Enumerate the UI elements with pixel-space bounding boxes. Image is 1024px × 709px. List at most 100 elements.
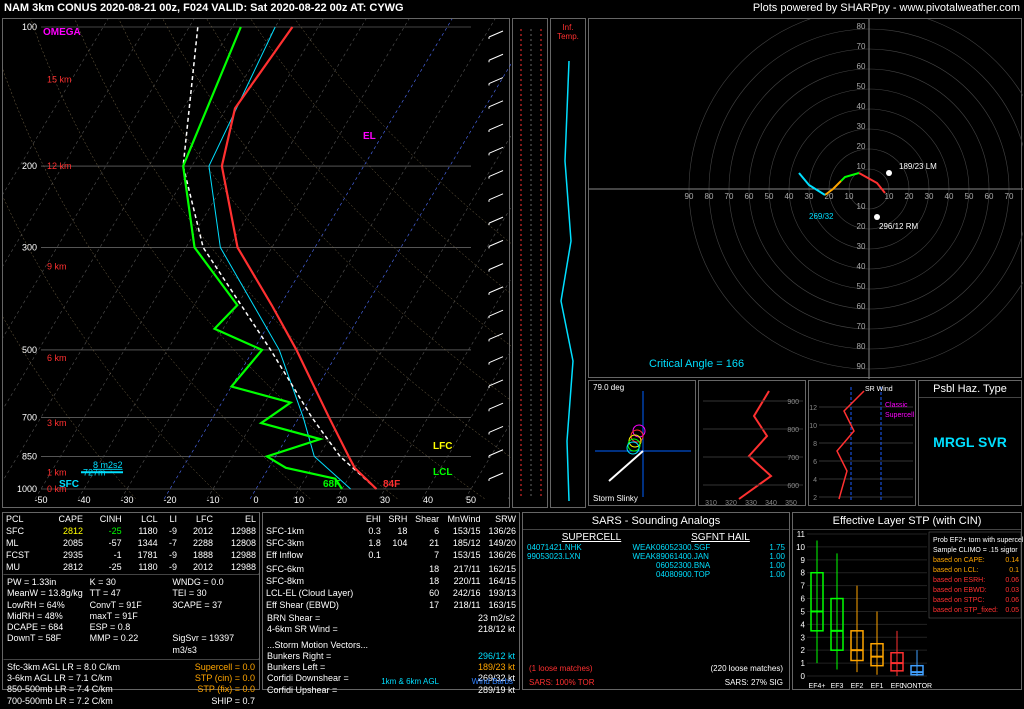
svg-text:0.1: 0.1 [1009,567,1019,574]
svg-text:500: 500 [22,345,37,355]
kinematic-stats-panel: EHISRHShearMnWindSRWSFC-1km0.3186153/151… [262,512,520,690]
svg-text:8 m2s2: 8 m2s2 [93,460,123,470]
svg-text:9: 9 [801,556,806,565]
skewt-panel: 1000850700500300200100-50-40-30-20-10010… [2,18,510,508]
svg-text:300: 300 [22,242,37,252]
svg-text:70: 70 [857,322,866,331]
svg-text:350: 350 [785,500,797,507]
svg-text:8: 8 [813,441,817,448]
svg-text:SFC: SFC [59,479,79,490]
svg-text:189/23 LM: 189/23 LM [899,162,937,171]
svg-text:OMEGA: OMEGA [43,27,81,38]
svg-text:200: 200 [22,161,37,171]
svg-text:700: 700 [22,412,37,422]
svg-text:based on ESRH:: based on ESRH: [933,577,985,584]
svg-text:20: 20 [337,495,347,505]
svg-text:0.06: 0.06 [1005,577,1019,584]
svg-text:700: 700 [787,455,799,462]
thermo-stats: PW = 1.33inK = 30WNDG = 0.0MeanW = 13.8g… [3,575,259,658]
svg-text:60: 60 [985,192,994,201]
svg-text:80: 80 [857,22,866,31]
svg-text:12 km: 12 km [47,161,72,171]
header-credit: Plots powered by SHARPpy - www.pivotalwe… [753,2,1020,14]
stp-title: Effective Layer STP (with CIN) [793,513,1021,530]
svg-text:40: 40 [785,192,794,201]
svg-text:340: 340 [765,500,777,507]
svg-text:40: 40 [945,192,954,201]
svg-text:7: 7 [801,582,806,591]
kinematics-extra: BRN Shear =23 m2/s2 4-6km SR Wind =218/1… [263,611,519,698]
svg-text:269/32: 269/32 [809,212,834,221]
svg-text:15 km: 15 km [47,75,72,85]
svg-text:30: 30 [925,192,934,201]
theta-e-panel: 900800700600310320330340350 [698,380,806,506]
svg-text:310: 310 [705,500,717,507]
svg-text:Classic: Classic [885,402,908,409]
svg-text:4: 4 [801,620,806,629]
svg-text:0: 0 [253,495,258,505]
svg-text:30: 30 [857,122,866,131]
svg-text:6: 6 [801,595,806,604]
svg-text:12: 12 [809,405,817,412]
svg-text:11: 11 [797,530,806,539]
header-model-info: NAM 3km CONUS 2020-08-21 00z, F024 VALID… [4,2,404,14]
svg-text:80: 80 [705,192,714,201]
svg-text:LFC: LFC [433,441,452,452]
svg-text:68F: 68F [323,479,340,490]
hodograph-panel: 1010101020202020303030304040404050505050… [588,18,1022,378]
sr-wind-panel: 24681012SR WindClassicSupercell [808,380,916,506]
svg-text:6: 6 [813,459,817,466]
hazard-title: Psbl Haz. Type [919,381,1021,398]
svg-text:90: 90 [685,192,694,201]
header: NAM 3km CONUS 2020-08-21 00z, F024 VALID… [4,2,1020,16]
svg-text:296/12 RM: 296/12 RM [879,222,918,231]
svg-text:based on CAPE:: based on CAPE: [933,557,985,564]
svg-text:40: 40 [423,495,433,505]
omega-panel [512,18,548,508]
kinematics-table: EHISRHShearMnWindSRWSFC-1km0.3186153/151… [263,513,519,611]
svg-text:850: 850 [22,451,37,461]
svg-text:EF2: EF2 [851,683,864,690]
svg-text:10: 10 [845,192,854,201]
svg-text:EF1: EF1 [871,683,884,690]
svg-text:80: 80 [857,342,866,351]
stp-panel: Effective Layer STP (with CIN) 012345678… [792,512,1022,690]
svg-text:EF4+: EF4+ [809,683,826,690]
svg-text:NONTOR: NONTOR [902,683,932,690]
svg-text:Sample CLIMO = .15 sigtor: Sample CLIMO = .15 sigtor [933,547,1018,554]
svg-text:60: 60 [857,62,866,71]
svg-text:2: 2 [801,646,806,655]
svg-text:3 km: 3 km [47,418,67,428]
svg-text:-40: -40 [77,495,90,505]
svg-text:LCL: LCL [433,467,452,478]
svg-text:600: 600 [787,483,799,490]
svg-text:10: 10 [857,202,866,211]
svg-text:Critical Angle = 166: Critical Angle = 166 [649,358,744,370]
svg-text:40: 40 [857,102,866,111]
svg-text:0.06: 0.06 [1005,597,1019,604]
svg-text:50: 50 [466,495,476,505]
svg-text:based on STP_fixed:: based on STP_fixed: [933,607,998,614]
svg-text:50: 50 [765,192,774,201]
thermodynamic-stats-panel: PCLCAPECINHLCLLILFCELSFC2812-251180-9201… [2,512,260,690]
svg-text:8: 8 [801,569,806,578]
svg-text:60: 60 [745,192,754,201]
svg-text:800: 800 [787,427,799,434]
svg-text:-30: -30 [120,495,133,505]
svg-text:50: 50 [857,82,866,91]
svg-text:70: 70 [725,192,734,201]
svg-text:900: 900 [787,399,799,406]
svg-text:EF3: EF3 [831,683,844,690]
stp-boxplot: 01234567891011EF4+EF3EF2EF1EF0NONTORProb… [793,530,1023,690]
lapse-rate-stats: Sfc-3km AGL LR = 8.0 C/km 3-6km AGL LR =… [3,660,259,709]
svg-text:60: 60 [857,302,866,311]
svg-text:EL: EL [363,131,376,142]
inf-temp-label: Inf. Temp. [551,19,585,41]
svg-text:3: 3 [801,633,806,642]
svg-text:90: 90 [857,362,866,371]
svg-text:1: 1 [801,659,806,668]
storm-slinky-panel: 79.0 deg Storm Slinky [588,380,696,506]
svg-text:20: 20 [857,142,866,151]
hazard-panel: Psbl Haz. Type MRGL SVR [918,380,1022,506]
svg-text:70: 70 [1005,192,1014,201]
